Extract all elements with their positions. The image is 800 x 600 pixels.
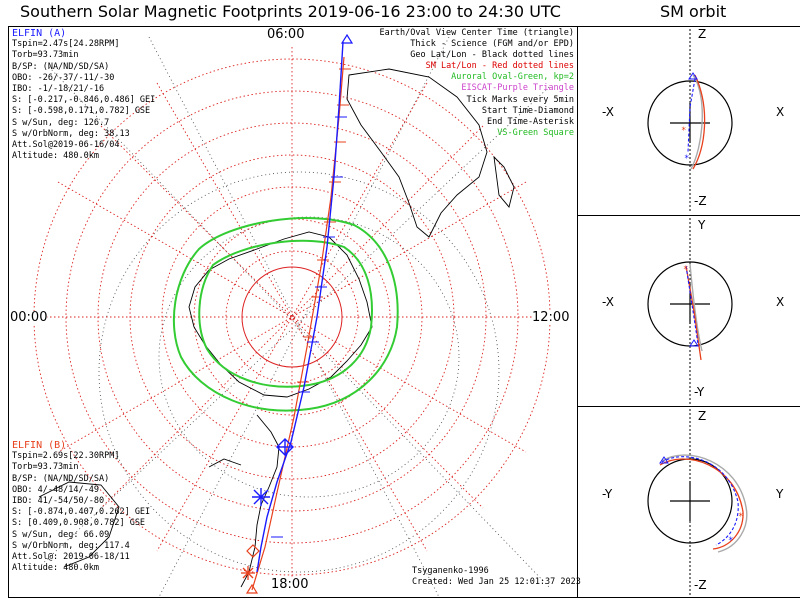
auroral-oval-outer <box>172 217 399 412</box>
legend-item: Earth/Oval View Center Time (triangle) <box>379 28 574 38</box>
svg-text:*: * <box>683 265 688 275</box>
elfin-b-info-line: Tspin=2.69s[22.30RPM] <box>12 451 120 462</box>
new-zealand-outline <box>493 155 515 208</box>
sm-orbit-yz-panel: * * Z -Z -Y Y <box>577 406 800 598</box>
legend: Earth/Oval View Center Time (triangle) Th… <box>380 28 574 139</box>
elfin-a-start-diamond <box>276 438 294 456</box>
legend-item: Auroral Oval-Green, kp=2 <box>451 72 574 83</box>
sm-orbit-xz-plot: * * <box>647 29 733 213</box>
orbit-xz-right-label: X <box>776 105 785 119</box>
elfin-b-info-line: IBO: 41/-54/50/-80 <box>12 496 105 507</box>
svg-text:*: * <box>738 512 743 522</box>
elfin-a-info-line: OBO: -26/-37/-11/-30 <box>12 72 115 83</box>
sm-orbit-title: SM orbit <box>660 2 727 21</box>
view-center-triangles <box>245 33 354 594</box>
elfin-b-info-line: Altitude: 480.0km <box>12 563 99 574</box>
legend-item: Start Time-Diamond <box>481 105 574 116</box>
elfin-b-info-line: S: [0.409,0.908,0.782] GSE <box>12 518 146 529</box>
elfin-b-start-diamond <box>246 544 260 558</box>
legend-item: VS-Green Square <box>497 127 574 138</box>
model-credit: Tsyganenko-1996 <box>412 566 489 576</box>
elfin-b-ticks <box>297 68 351 383</box>
svg-text:*: * <box>684 154 689 164</box>
elfin-a-info-line: Att.Sol@2019-06-16/04 <box>12 140 120 151</box>
sm-orbit-xy-panel: * Y -Y -X X <box>577 215 800 407</box>
orbit-yz-right-label: Y <box>776 487 784 501</box>
elfin-a-ticks <box>271 116 347 538</box>
elfin-b-info-line: S w/Sun, deg: 66.09 <box>12 529 110 540</box>
elfin-a-info-line: Tspin=2.47s[24.28RPM] <box>12 39 120 50</box>
continent-outlines <box>38 68 515 588</box>
sm-orbit-yz-plot: * * <box>647 409 748 595</box>
legend-item: SM Lat/Lon - Red dotted lines <box>425 61 574 72</box>
orbit-yz-left-label: -Y <box>602 487 613 501</box>
elfin-b-info-line: Att.Sol@: 2019-06-18/11 <box>12 552 130 563</box>
auroral-oval-inner <box>198 239 373 388</box>
elfin-a-info-line: S: [-0.217,-0.846,0.486] GEI <box>12 95 156 106</box>
created-timestamp: Created: Wed Jan 25 12:01:37 2023 <box>412 577 581 587</box>
plot-title: Southern Solar Magnetic Footprints 2019-… <box>20 2 561 21</box>
orbit-xy-top-label: Y <box>698 218 706 232</box>
time-label-bottom: 18:00 <box>271 577 309 592</box>
elfin-a-end-asterisk <box>252 488 270 506</box>
orbit-xz-left-label: -X <box>602 105 614 119</box>
antarctica-outline <box>188 231 373 398</box>
elfin-a-info-line: S: [-0.598,0.171,0.782] GSE <box>12 106 151 117</box>
legend-item: Thick - Science (FGM and/or EPD) <box>410 39 574 50</box>
legend-item: End Time-Asterisk <box>487 116 574 127</box>
elfin-b-end-asterisk <box>241 566 255 580</box>
africa-outline <box>38 481 120 568</box>
svg-text:*: * <box>728 536 733 546</box>
elfin-a-info: ELFIN (A) Tspin=2.47s[24.28RPM] Torb=93.73… <box>12 28 155 162</box>
elfin-a-header: ELFIN (A) <box>12 28 67 39</box>
time-label-right: 12:00 <box>532 310 570 325</box>
elfin-b-info: ELFIN (B) Tspin=2.69s[22.30RPM] Torb=93.73… <box>12 440 150 574</box>
elfin-b-info-line: B/SP: (NA/ND/SD/SA) <box>12 473 110 484</box>
elfin-b-header: ELFIN (B) <box>12 440 67 451</box>
footprint-map-panel: 06:00 18:00 00:00 12:00 ELFIN (A) Tspin=2… <box>8 26 581 598</box>
elfin-b-info-line: Torb=93.73min <box>12 462 79 473</box>
elfin-a-info-line: IBO: -1/-18/21/-16 <box>12 84 105 95</box>
svg-text:*: * <box>681 126 686 136</box>
time-label-top: 06:00 <box>267 27 305 42</box>
orbit-xy-right-label: X <box>776 295 785 309</box>
elfin-b-info-line: S w/OrbNorm, deg: 117.4 <box>12 540 130 551</box>
orbit-xz-top-label: Z <box>698 27 707 41</box>
sm-pole-circle <box>241 266 343 368</box>
orbit-xy-bottom-label: -Y <box>694 385 705 399</box>
orbit-yz-bottom-label: -Z <box>694 578 707 592</box>
auroral-ovals <box>172 217 399 412</box>
sm-orbit-xz-panel: * * Z -Z -X X <box>577 26 800 216</box>
elfin-a-info-line: Torb=93.73min <box>12 50 79 61</box>
orbit-xz-bottom-label: -Z <box>694 194 707 208</box>
legend-item: EISCAT-Purple Triangle <box>461 83 574 94</box>
legend-item: Tick Marks every 5min <box>466 94 574 105</box>
elfin-a-info-line: Altitude: 480.0km <box>12 151 99 162</box>
australia-outline <box>346 68 488 238</box>
elfin-b-info-line: OBO: 4/-48/14/-49 <box>12 484 99 495</box>
elfin-a-info-line: B/SP: (NA/ND/SD/SA) <box>12 61 110 72</box>
time-label-left: 00:00 <box>10 310 48 325</box>
geo-grid <box>38 36 550 597</box>
elfin-a-info-line: S w/Sun, deg: 126.7 <box>12 117 110 128</box>
sm-orbit-xy-plot: * <box>647 218 733 404</box>
legend-item: Geo Lat/Lon - Black dotted lines <box>410 50 574 61</box>
elfin-a-track <box>256 41 344 573</box>
orbit-yz-top-label: Z <box>698 409 707 423</box>
south-america-outline <box>208 414 280 588</box>
elfin-b-info-line: S: [-0.874,0.407,0.262] GEI <box>12 507 151 518</box>
elfin-a-info-line: S w/OrbNorm, deg: 38.13 <box>12 128 130 139</box>
orbit-xy-left-label: -X <box>602 295 614 309</box>
